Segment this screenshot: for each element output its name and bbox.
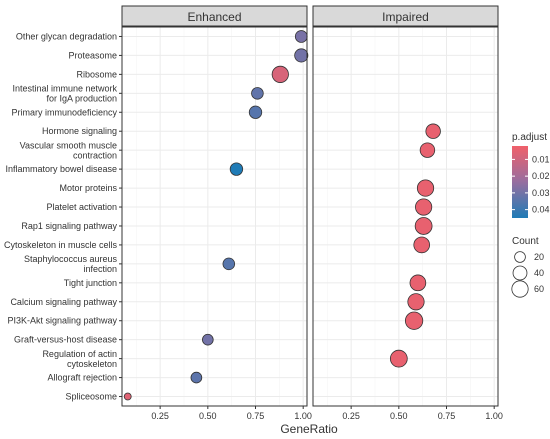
size-legend-circle: [514, 251, 526, 263]
x-tick-label: 0.50: [199, 411, 217, 421]
color-legend-label: 0.02: [532, 171, 550, 181]
size-legend-circle: [512, 265, 528, 281]
y-label-cytoskeleton-in-muscle-cells: Cytoskeleton in muscle cells: [4, 240, 118, 250]
panel-impaired: [312, 26, 499, 407]
point-impaired-tight-junction: [409, 274, 427, 292]
x-tick-label: 1.00: [294, 411, 312, 421]
size-legend-label: 20: [534, 252, 544, 262]
strip-enhanced: [121, 5, 308, 27]
y-label-intestinal-immune-network-for-iga-production: Intestinal immune network for IgA product…: [12, 84, 117, 104]
point-enhanced-staphylococcus-aureus-infection: [222, 257, 236, 271]
point-enhanced-allograft-rejection: [190, 371, 203, 384]
y-label-regulation-of-actin-cytoskeleton: Regulation of actin cytoskeleton: [42, 349, 117, 369]
y-label-motor-proteins: Motor proteins: [59, 183, 117, 193]
point-impaired-cytoskeleton-in-muscle-cells: [413, 236, 431, 254]
point-impaired-regulation-of-actin-cytoskeleton: [389, 349, 408, 368]
point-impaired-rap1-signaling-pathway: [414, 217, 433, 235]
y-label-rap1-signaling-pathway: Rap1 signaling pathway: [21, 221, 117, 231]
size-legend-label: 40: [534, 268, 544, 278]
strip-impaired: [312, 5, 499, 27]
point-impaired-motor-proteins: [416, 179, 435, 197]
point-enhanced-intestinal-immune-network-for-iga-production: [251, 87, 264, 100]
y-label-tight-junction: Tight junction: [64, 278, 117, 288]
color-legend-label: 0.03: [532, 188, 550, 198]
y-label-staphylococcus-aureus-infection: Staphylococcus aureus infection: [24, 254, 118, 274]
y-label-other-glycan-degradation: Other glycan degradation: [16, 31, 117, 41]
x-tick-label: 0.75: [438, 411, 456, 421]
y-label-calcium-signaling-pathway: Calcium signaling pathway: [10, 297, 117, 307]
x-tick-label: 0.75: [247, 411, 265, 421]
x-tick-label: 1.00: [485, 411, 503, 421]
color-legend-label: 0.01: [532, 154, 550, 164]
color-legend-bar: [512, 146, 528, 218]
color-legend-label: 0.04: [532, 205, 550, 215]
size-legend-label: 60: [534, 284, 544, 294]
legend-layer: p.adjust 0.01 0.02 0.03 0.04 Count 20 40 60: [511, 132, 550, 298]
point-impaired-platelet-activation: [415, 198, 433, 216]
size-legend-title: Count: [512, 236, 539, 247]
y-label-spliceosome: Spliceosome: [65, 392, 117, 402]
x-tick-label: 0.25: [342, 411, 360, 421]
strip-label-impaired: Impaired: [382, 10, 429, 24]
point-impaired-calcium-signaling-pathway: [407, 293, 425, 311]
size-legend-circle: [511, 280, 529, 298]
strip-label-enhanced: Enhanced: [187, 10, 241, 24]
x-axis-title: GeneRatio: [280, 422, 338, 436]
y-label-allograft-rejection: Allograft rejection: [47, 373, 117, 383]
point-impaired-pi3k-akt-signaling-pathway: [404, 311, 424, 330]
point-enhanced-primary-immunodeficiency: [248, 105, 263, 119]
points-layer: [123, 30, 441, 401]
point-impaired-vascular-smooth-muscle-contraction: [419, 142, 436, 158]
point-enhanced-proteasome: [294, 48, 309, 63]
point-enhanced-other-glycan-degradation: [294, 30, 308, 43]
y-label-platelet-activation: Platelet activation: [46, 202, 117, 212]
panel-strips: Enhanced Impaired: [121, 5, 499, 27]
panel-enhanced: [121, 26, 308, 407]
y-label-inflammatory-bowel-disease: Inflammatory bowel disease: [5, 164, 117, 174]
y-label-hormone-signaling: Hormone signaling: [42, 126, 117, 136]
y-label-vascular-smooth-muscle-contraction: Vascular smooth muscle contraction: [20, 140, 117, 160]
x-tick-label: 0.25: [151, 411, 169, 421]
y-label-primary-immunodeficiency: Primary immunodeficiency: [11, 107, 117, 117]
point-impaired-hormone-signaling: [425, 123, 441, 139]
y-label-proteasome: Proteasome: [68, 50, 117, 60]
panel-frame: [312, 26, 499, 407]
point-enhanced-spliceosome: [123, 392, 132, 401]
point-enhanced-ribosome: [271, 65, 289, 83]
x-tick-label: 0.50: [390, 411, 408, 421]
color-legend-title: p.adjust: [512, 132, 547, 143]
y-label-pi3k-akt-signaling-pathway: PI3K-Akt signaling pathway: [7, 316, 117, 326]
y-label-graft-versus-host-disease: Graft-versus-host disease: [14, 335, 117, 345]
axes-layer: 0.25 0.50 0.75 1.00 0.25 0.50 0.75 1.00 Other gl…: [4, 26, 503, 421]
point-enhanced-inflammatory-bowel-disease: [229, 162, 244, 176]
point-enhanced-graft-versus-host-disease: [202, 333, 214, 346]
grid-layer: [121, 26, 499, 407]
y-label-ribosome: Ribosome: [76, 69, 117, 79]
panel-frame: [121, 26, 308, 407]
